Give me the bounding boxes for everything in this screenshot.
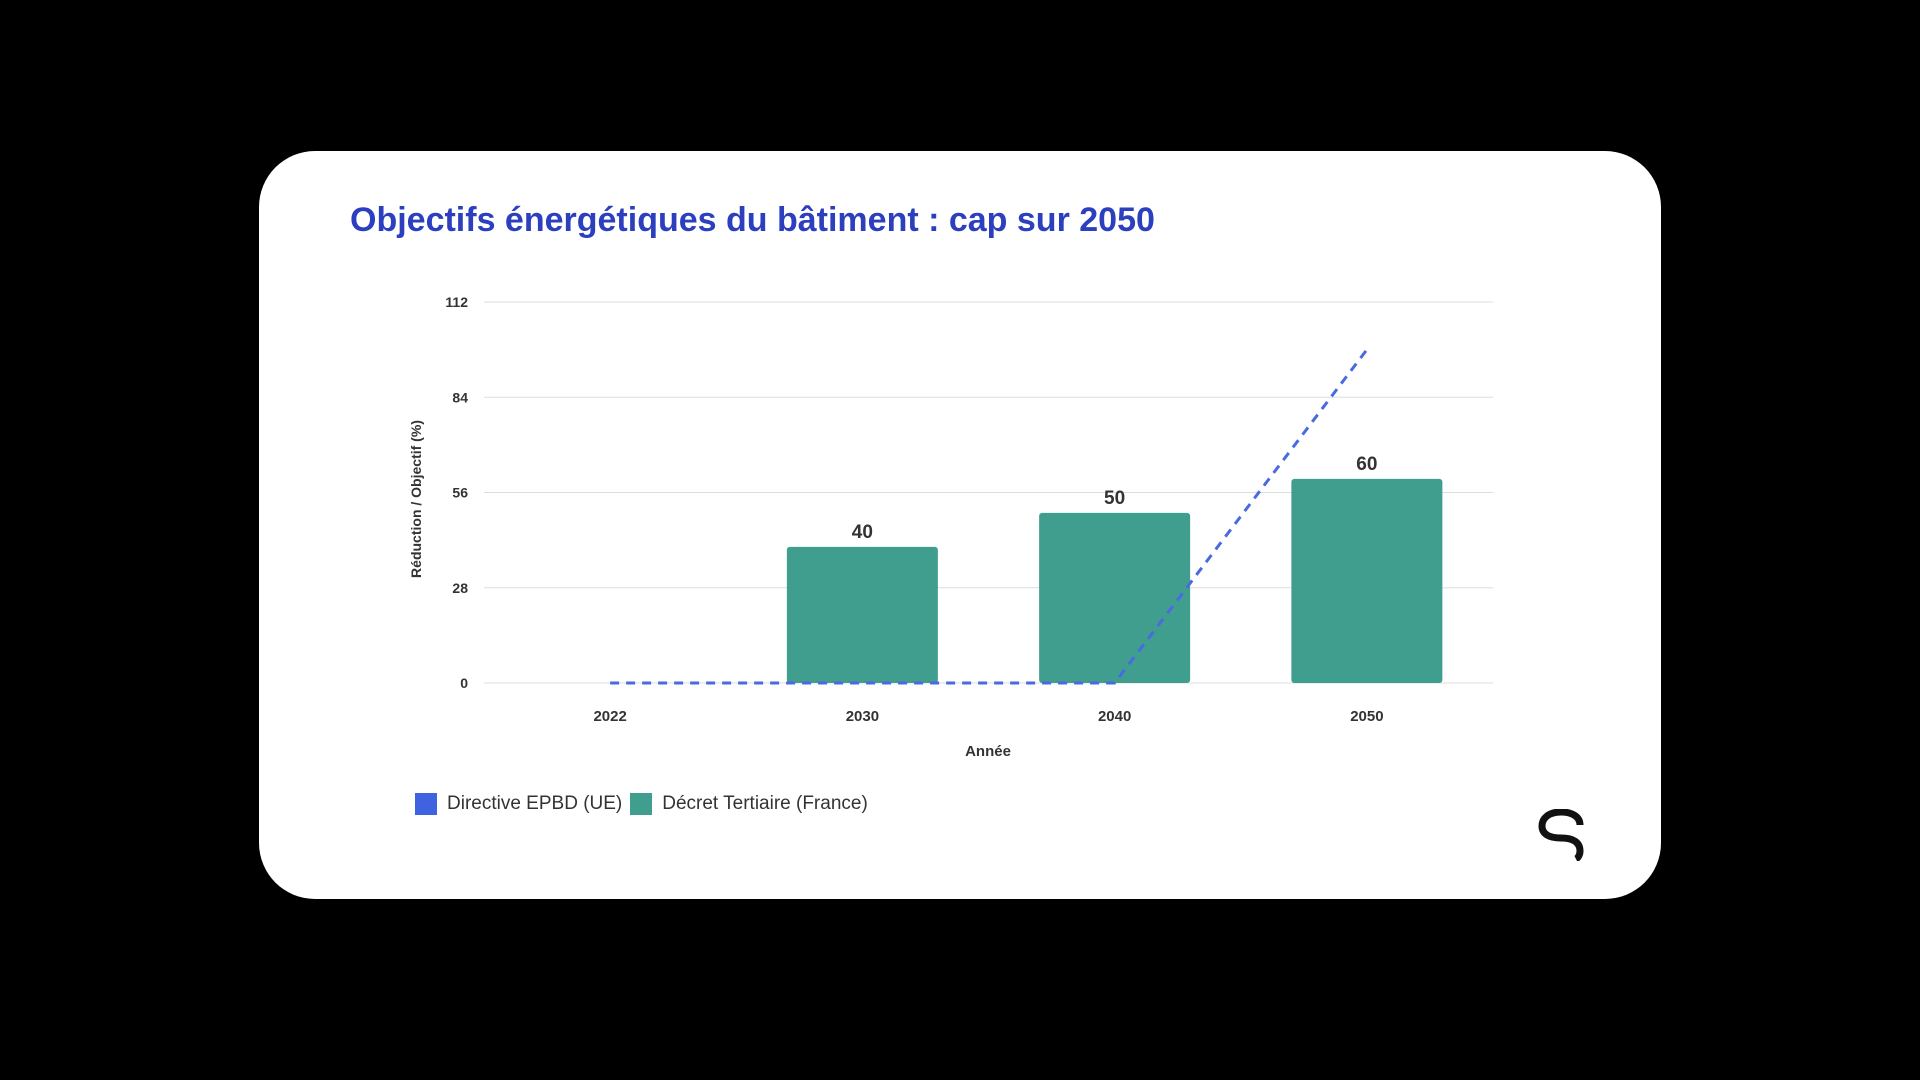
x-tick-label: 2022 [593, 708, 626, 725]
x-axis-label: Année [965, 743, 1011, 760]
bar-2030[interactable] [786, 546, 938, 683]
bar-data-label: 50 [1104, 488, 1125, 509]
legend-swatch-epbd [415, 793, 437, 815]
bar-data-label: 60 [1356, 454, 1377, 475]
y-tick-label: 0 [460, 675, 468, 691]
legend-label-decret: Décret Tertiaire (France) [662, 793, 868, 814]
brand-logo-icon [1538, 809, 1584, 861]
y-axis-label: Réduction / Objectif (%) [408, 420, 424, 578]
y-axis: 0 28 56 84 112 [445, 294, 468, 691]
bar-2040[interactable] [1039, 512, 1191, 683]
x-axis: 2022 2030 2040 2050 [593, 708, 1383, 725]
chart-area: 0 28 56 84 112 40 50 60 2022 2030 2040 2050 Année… [408, 294, 1493, 760]
y-tick-label: 28 [452, 580, 468, 596]
legend-swatch-decret [630, 793, 653, 815]
epbd-line [610, 348, 1369, 685]
legend-label-epbd: Directive EPBD (UE) [447, 793, 623, 814]
x-tick-label: 2030 [846, 708, 879, 725]
legend-item-decret[interactable]: Décret Tertiaire (France) [630, 793, 868, 815]
y-tick-label: 112 [445, 294, 468, 310]
legend-item-epbd[interactable]: Directive EPBD (UE) [415, 793, 622, 815]
legend: Directive EPBD (UE) Décret Tertiaire (Fr… [415, 793, 868, 815]
y-tick-label: 84 [452, 389, 468, 405]
bars [786, 478, 1443, 683]
chart-card: Objectifs énergétiques du bâtiment : cap… [259, 151, 1661, 899]
epbd-dashed-line[interactable] [610, 348, 1369, 685]
bar-data-label: 40 [852, 522, 873, 543]
x-tick-label: 2050 [1350, 708, 1383, 725]
bar-2050[interactable] [1291, 478, 1443, 683]
x-tick-label: 2040 [1098, 708, 1131, 725]
chart-title: Objectifs énergétiques du bâtiment : cap… [350, 201, 1155, 239]
bar-labels: 40 50 60 [852, 454, 1378, 543]
y-tick-label: 56 [452, 485, 468, 501]
